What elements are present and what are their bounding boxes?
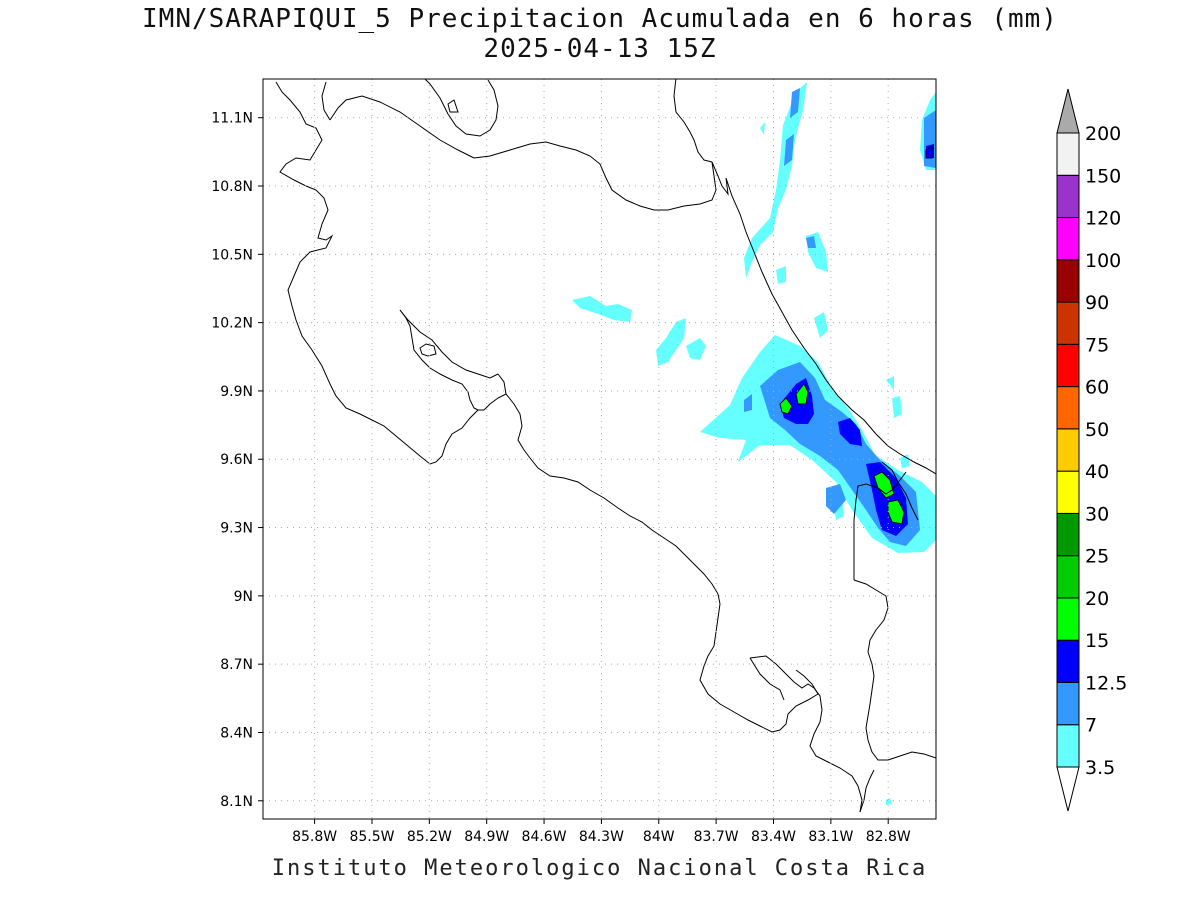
lon-tick-label: 85.5W: [349, 829, 394, 845]
colorbar-segment: [1056, 555, 1080, 599]
colorbar-segment: [1056, 174, 1080, 219]
colorbar-segment: [1056, 132, 1080, 176]
colorbar-segment: [1056, 428, 1080, 472]
colorbar-label: 12.5: [1085, 672, 1127, 694]
colorbar-legend: 3.5 7 12.5 15 20 25 30 40 50 60 75 90 100 120 150 200: [1056, 88, 1127, 812]
lon-tick-label: 83.1W: [808, 829, 853, 845]
map-footer: Instituto Meteorologico Nacional Costa R…: [271, 856, 928, 881]
lat-tick-label: 8.7N: [220, 657, 253, 673]
colorbar-label: 7: [1085, 715, 1097, 737]
latitude-axis: 8.1N 8.4N 8.7N 9N 9.3N 9.6N 9.9N 10.2N 10.5N 10.8…: [211, 111, 263, 810]
lat-tick-label: 8.4N: [220, 725, 253, 741]
precip-level-3-5: [572, 82, 936, 805]
colorbar-segment: [1056, 724, 1080, 768]
colorbar-label: 20: [1085, 588, 1109, 610]
precipitation-field: [572, 82, 936, 805]
colorbar-label: 60: [1085, 377, 1109, 399]
colorbar-label: 15: [1085, 630, 1109, 652]
colorbar-segment: [1056, 259, 1080, 303]
lat-tick-label: 9.6N: [220, 452, 253, 468]
colorbar-segment: [1056, 386, 1080, 430]
colorbar-segment: [1056, 301, 1080, 345]
colorbar-segment: [1056, 512, 1080, 557]
colorbar-segment: [1056, 217, 1080, 261]
lat-tick-label: 10.8N: [211, 179, 253, 195]
lat-tick-label: 9.9N: [220, 384, 253, 400]
longitude-axis: 85.8W 85.5W 85.2W 84.9W 84.6W 84.3W 84W 83.7W 83…: [292, 819, 911, 845]
colorbar-segment: [1056, 639, 1080, 683]
colorbar-label: 100: [1085, 250, 1121, 272]
colorbar-label: 25: [1085, 546, 1109, 568]
colorbar-segment: [1056, 597, 1080, 641]
colorbar-under-arrow: [1056, 766, 1080, 812]
lon-tick-label: 84W: [643, 829, 675, 845]
colorbar-label: 90: [1085, 292, 1109, 314]
lat-tick-label: 10.5N: [211, 247, 253, 263]
map-title: IMN/SARAPIQUI_5 Precipitacion Acumulada …: [142, 4, 1058, 34]
colorbar-label: 200: [1085, 123, 1121, 145]
colorbar-label: 50: [1085, 419, 1109, 441]
lon-tick-label: 84.6W: [522, 829, 567, 845]
lon-tick-label: 85.2W: [407, 829, 452, 845]
lat-tick-label: 9.3N: [220, 521, 253, 537]
lon-tick-label: 85.8W: [292, 829, 337, 845]
colorbar-segment: [1056, 343, 1080, 388]
lon-tick-label: 82.8W: [866, 829, 911, 845]
lat-tick-label: 8.1N: [220, 794, 253, 810]
colorbar-label: 40: [1085, 461, 1109, 483]
coastlines: [275, 79, 936, 813]
lat-tick-label: 9N: [234, 589, 253, 605]
colorbar-label: 75: [1085, 334, 1109, 356]
lat-tick-label: 11.1N: [211, 111, 253, 127]
lat-tick-label: 10.2N: [211, 316, 253, 332]
colorbar-label: 150: [1085, 165, 1121, 187]
map-frame: [262, 78, 937, 820]
colorbar-segment: [1056, 681, 1080, 726]
colorbar-label: 30: [1085, 503, 1109, 525]
colorbar-over-arrow: [1056, 88, 1080, 134]
lon-tick-label: 84.9W: [464, 829, 509, 845]
colorbar-label: 120: [1085, 208, 1121, 230]
lon-tick-label: 84.3W: [579, 829, 624, 845]
colorbar-segment: [1056, 470, 1080, 514]
lon-tick-label: 83.7W: [694, 829, 739, 845]
map-subtitle: 2025-04-13 15Z: [483, 34, 717, 64]
colorbar-label: 3.5: [1085, 757, 1115, 779]
map-grid: [263, 79, 936, 819]
lon-tick-label: 83.4W: [751, 829, 796, 845]
